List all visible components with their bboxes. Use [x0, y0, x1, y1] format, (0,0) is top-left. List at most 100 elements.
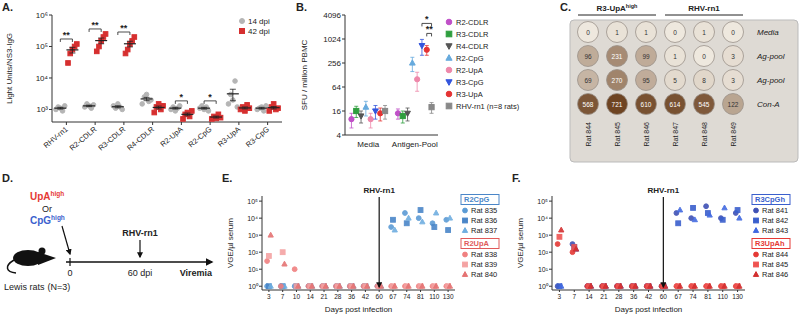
data-point [282, 261, 287, 266]
legend-group-label: R2UpA [464, 239, 490, 248]
x-tick [678, 290, 679, 292]
data-point [707, 212, 712, 217]
legend-marker [462, 272, 467, 277]
y-tick [259, 235, 262, 236]
superscript: high [626, 3, 638, 9]
x-tick-label: 60 [660, 293, 668, 300]
legend-group-box [461, 239, 499, 249]
data-point [676, 221, 681, 226]
column-label: Rat 845 [614, 122, 621, 147]
annotation-label: RHV-rn1 [648, 186, 680, 195]
readout-label: Viremia [180, 268, 213, 278]
y-tick [49, 15, 52, 16]
well-count: 614 [670, 101, 681, 108]
error-bar [383, 105, 387, 119]
x-tick-label: 74 [403, 293, 411, 300]
x-tick-label: R2-UpA [158, 125, 184, 149]
x-tick [648, 290, 649, 292]
error-bar [57, 107, 63, 109]
y-tick [549, 269, 552, 270]
x-tick-label: R3-UpA [216, 125, 242, 149]
error-bar [156, 106, 162, 109]
row-label: Ag-pool [756, 52, 785, 61]
legend-label: R2-CpG [456, 54, 484, 63]
group-label: R3-UpAhigh [597, 3, 639, 14]
timeline [66, 261, 212, 263]
x-tick [406, 290, 407, 292]
y-tick-label: 10⁴ [36, 74, 49, 83]
error-bar [369, 113, 373, 128]
data-point [603, 283, 608, 288]
legend-label: Rat 841 [762, 206, 788, 215]
well-count: 5 [673, 77, 677, 84]
data-point [278, 284, 283, 289]
group-underline [578, 15, 656, 16]
legend-group-label: R3CpGh [755, 195, 785, 204]
mean-line [112, 106, 124, 107]
data-point [181, 117, 186, 122]
y-axis-label: VGE/µl serum [226, 218, 235, 268]
legend-label: R3-CDLR [456, 30, 489, 39]
column-label: Rat 844 [585, 122, 592, 147]
well-count: 99 [642, 53, 650, 60]
x-tick [663, 290, 664, 292]
data-point [351, 283, 356, 288]
legend-label: 14 dpi [248, 17, 270, 26]
y-tick-label: 4096 [323, 11, 341, 20]
legend-group-box [752, 239, 790, 249]
plot-area [349, 39, 434, 128]
data-point [405, 111, 411, 116]
y-tick-label: 16 [332, 107, 341, 116]
y-tick [259, 269, 262, 270]
error-bar [425, 46, 429, 56]
x-tick [618, 290, 619, 292]
y-tick-label: 256 [328, 59, 342, 68]
y-tick [549, 218, 552, 219]
well-count: 3 [731, 53, 735, 60]
y-axis-label: VGE/µl serum [516, 218, 525, 268]
data-point [432, 225, 437, 230]
legend-label: R3-CpG [456, 78, 484, 87]
y-tick [342, 39, 345, 40]
x-tick [392, 290, 393, 292]
group-label: RHV-rn1 [688, 4, 720, 13]
data-point [433, 283, 438, 288]
well-count: 0 [586, 29, 590, 36]
x-tick [603, 290, 604, 292]
data-point [389, 225, 394, 230]
legend-group-label: R3UpAh [755, 239, 785, 248]
well-count: 95 [642, 77, 650, 84]
x-tick [152, 122, 153, 125]
well [665, 46, 686, 67]
x-tick [238, 122, 239, 125]
x-tick [379, 290, 380, 292]
well-count: 0 [673, 29, 677, 36]
mean-line [54, 108, 66, 109]
significance-label: ** [63, 30, 71, 40]
y-axis-line [262, 196, 263, 290]
data-point [447, 283, 452, 288]
superscript: high [51, 190, 65, 198]
mean-line [239, 107, 251, 108]
subject-label: Lewis rats(N=3) [4, 282, 70, 292]
x-tick-label: 28 [615, 293, 623, 300]
error-bar [144, 97, 150, 100]
data-point [409, 60, 415, 65]
data-point [228, 92, 233, 97]
y-axis-line [345, 15, 346, 135]
error-bar [259, 107, 265, 109]
error-bar [184, 113, 190, 116]
data-point [677, 283, 682, 288]
x-tick [210, 122, 211, 125]
arm-arrow [62, 226, 70, 254]
data-point [125, 47, 130, 52]
y-tick-label: 10² [538, 249, 549, 256]
legend-marker [754, 262, 759, 267]
data-point [368, 117, 373, 122]
significance-label: * [180, 92, 184, 102]
well [665, 70, 686, 91]
x-tick [420, 290, 421, 292]
x-tick-label: R2-CpG [187, 125, 214, 150]
data-point [363, 104, 369, 109]
x-tick [95, 122, 96, 125]
